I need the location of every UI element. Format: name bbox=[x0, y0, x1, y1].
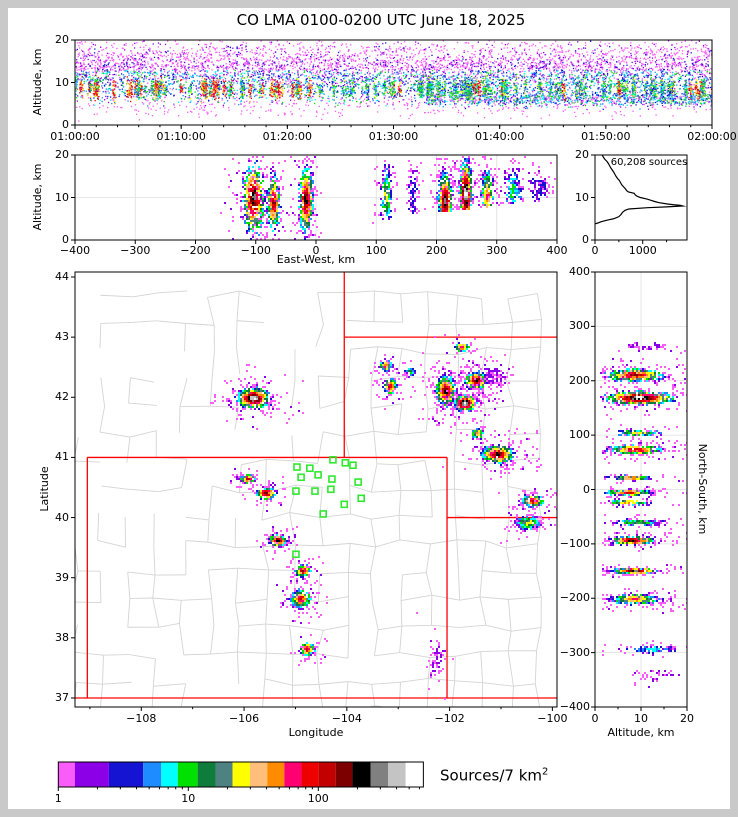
altitude-tick-label: 10 bbox=[55, 190, 69, 204]
altitude-tick-label: 0 bbox=[582, 232, 589, 246]
ns-altitude-tick-label: 20 bbox=[680, 712, 694, 725]
ns-panel-xlabel: Altitude, km bbox=[607, 726, 675, 739]
colorbar-label-sup: 2 bbox=[542, 766, 549, 778]
map-xlabel: Longitude bbox=[288, 726, 344, 739]
longitude-tick-label: −104 bbox=[331, 712, 362, 725]
source-count-annotation: 60,208 sources bbox=[610, 157, 688, 168]
longitude-tick-label: −108 bbox=[126, 712, 157, 725]
colorbar-tick-label: 1 bbox=[54, 792, 62, 805]
map-ylabel: Latitude bbox=[37, 466, 51, 512]
north-south-tick-label: −300 bbox=[559, 645, 590, 659]
ew-tick-label: −200 bbox=[180, 244, 211, 257]
time-tick-label: 01:50:00 bbox=[581, 130, 631, 143]
time-tick-label: 01:30:00 bbox=[368, 130, 419, 143]
latitude-tick-label: 39 bbox=[55, 570, 69, 584]
longitude-tick-label: −106 bbox=[228, 712, 260, 725]
latitude-tick-label: 42 bbox=[55, 390, 69, 404]
time-tick-label: 01:10:00 bbox=[156, 130, 206, 143]
ew-tick-label: 400 bbox=[546, 244, 568, 257]
hist-tick-label: 1000 bbox=[628, 244, 657, 257]
colorbar-tick-label: 10 bbox=[181, 792, 196, 805]
north-south-tick-label: 0 bbox=[583, 482, 590, 496]
hist-tick-label: 0 bbox=[591, 244, 599, 257]
ew-tick-label: −100 bbox=[240, 244, 271, 257]
ew-tick-label: 100 bbox=[365, 244, 387, 257]
ew-tick-label: 200 bbox=[426, 244, 447, 257]
time-panel-ylabel: Altitude, km bbox=[30, 48, 44, 116]
north-south-tick-label: 100 bbox=[569, 428, 590, 442]
ew-tick-label: 300 bbox=[486, 244, 508, 257]
north-south-tick-label: −400 bbox=[559, 699, 590, 713]
longitude-tick-label: −100 bbox=[537, 712, 568, 725]
north-south-tick-label: −200 bbox=[559, 591, 590, 605]
ns-altitude-tick-label: 10 bbox=[634, 712, 648, 725]
latitude-tick-label: 38 bbox=[55, 630, 69, 644]
ew-tick-label: −400 bbox=[59, 244, 91, 257]
altitude-tick-label: 10 bbox=[55, 75, 69, 89]
colorbar-label: Sources/7 km2 bbox=[440, 766, 548, 784]
time-tick-label: 01:00:00 bbox=[50, 130, 100, 143]
latitude-tick-label: 37 bbox=[55, 690, 69, 704]
latitude-tick-label: 41 bbox=[55, 450, 69, 464]
altitude-tick-label: 0 bbox=[62, 232, 69, 246]
latitude-tick-label: 43 bbox=[55, 330, 69, 344]
page-title: CO LMA 0100-0200 UTC June 18, 2025 bbox=[236, 11, 526, 29]
altitude-tick-label: 20 bbox=[575, 147, 589, 161]
colorbar-tick-label: 100 bbox=[307, 792, 329, 805]
time-tick-label: 01:40:00 bbox=[474, 130, 525, 143]
colorbar-label-text: Sources/7 km bbox=[440, 766, 542, 785]
altitude-tick-label: 0 bbox=[62, 117, 69, 131]
altitude-tick-label: 20 bbox=[55, 147, 69, 161]
latitude-tick-label: 40 bbox=[55, 510, 69, 524]
ew-panel-ylabel: Altitude, km bbox=[30, 163, 44, 231]
north-south-tick-label: 200 bbox=[569, 373, 590, 387]
ns-panel-ylabel: North-South, km bbox=[696, 443, 710, 535]
time-tick-label: 01:20:00 bbox=[262, 130, 313, 143]
time-tick-label: 02:00:00 bbox=[687, 130, 737, 143]
latitude-tick-label: 44 bbox=[55, 269, 69, 283]
altitude-tick-label: 10 bbox=[575, 190, 589, 204]
north-south-tick-label: −100 bbox=[559, 536, 590, 550]
ew-tick-label: 0 bbox=[312, 244, 320, 257]
north-south-tick-label: 300 bbox=[569, 319, 590, 333]
north-south-tick-label: 400 bbox=[569, 264, 590, 278]
ew-tick-label: −300 bbox=[120, 244, 151, 257]
altitude-tick-label: 20 bbox=[55, 32, 69, 46]
ns-altitude-tick-label: 0 bbox=[591, 712, 599, 725]
longitude-tick-label: −102 bbox=[434, 712, 465, 725]
ew-panel-xlabel: East-West, km bbox=[276, 253, 356, 266]
